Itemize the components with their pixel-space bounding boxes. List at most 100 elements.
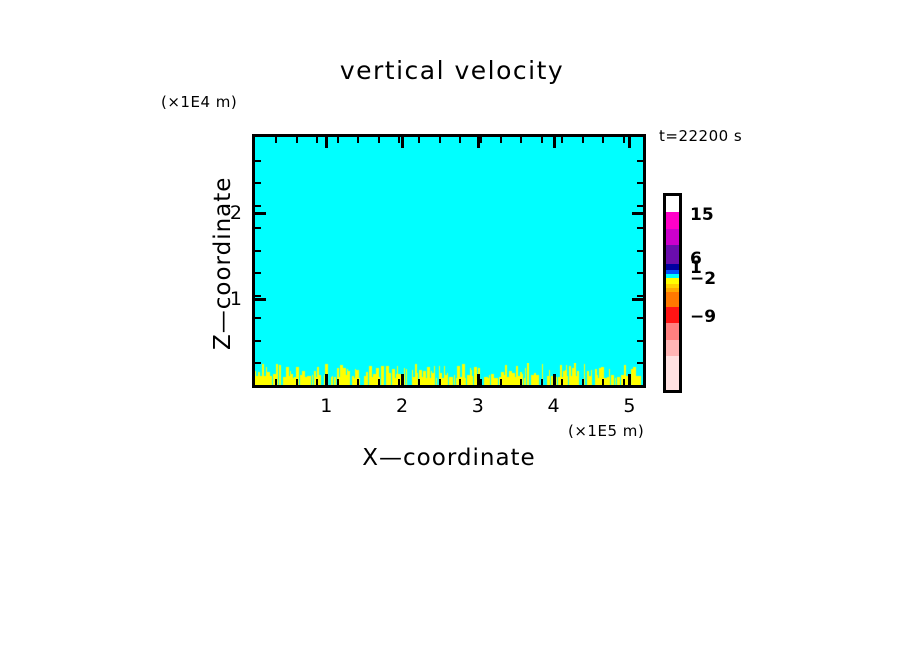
colorbar [663,193,682,393]
x-minor-tick [500,379,503,385]
y-major-tick [255,211,266,215]
x-minor-tick [581,379,584,385]
colorbar-band [666,306,679,324]
x-major-tick [628,374,632,385]
colorbar-band [666,292,679,307]
x-minor-tick [438,137,441,143]
colorbar-band [666,211,679,229]
x-minor-tick [520,379,523,385]
x-minor-tick [520,137,523,143]
y-minor-tick [637,317,643,320]
y-minor-tick [255,227,261,230]
y-minor-tick [255,272,261,275]
y-major-tick [632,297,643,301]
x-major-tick [401,137,405,148]
x-minor-tick [479,379,482,385]
x-minor-tick [540,379,543,385]
colorbar-band [666,356,679,390]
x-minor-tick [357,137,360,143]
x-major-tick [476,374,480,385]
y-major-tick [255,297,266,301]
x-minor-tick [336,379,339,385]
x-minor-tick [622,137,625,143]
colorbar-tick-label: −9 [690,307,717,328]
colorbar-band [666,283,679,288]
colorbar-band [666,263,679,270]
colorbar-band [666,323,679,340]
x-tick-label: 2 [395,395,409,417]
x-minor-tick [397,137,400,143]
x-tick-label: 5 [623,395,636,417]
x-minor-tick [602,379,605,385]
colorbar-band [666,269,679,274]
x-minor-tick [295,379,298,385]
y-tick-label: 1 [229,287,242,310]
x-major-tick [325,137,329,148]
x-minor-tick [561,137,564,143]
x-minor-tick [581,137,584,143]
x-minor-tick [479,137,482,143]
x-minor-tick [295,137,298,143]
x-major-tick [476,137,480,148]
y-minor-tick [637,272,643,275]
page-title: vertical velocity [339,56,565,85]
y-axis-unit-label: (×1E4 m) [161,93,238,111]
x-minor-tick [540,137,543,143]
y-minor-tick [637,249,643,252]
y-minor-tick [255,249,261,252]
x-minor-tick [377,137,380,143]
x-major-tick [552,137,556,148]
colorbar-band [666,278,679,284]
x-minor-tick [561,379,564,385]
y-minor-tick [637,227,643,230]
colorbar-band [666,273,679,279]
y-major-tick [632,211,643,215]
y-minor-tick [637,204,643,207]
x-tick-label: 3 [471,395,484,417]
colorbar-band [666,287,679,293]
y-minor-tick [255,159,261,162]
y-minor-tick [255,362,261,365]
colorbar-band [666,228,679,246]
plot-area [252,134,646,388]
y-minor-tick [255,339,261,342]
x-minor-tick [316,379,319,385]
colorbar-tick-label: 6 [690,249,702,270]
x-minor-tick [418,137,421,143]
x-minor-tick [459,379,462,385]
x-minor-tick [397,379,400,385]
x-major-tick [401,374,405,385]
colorbar-tick-label: −2 [690,268,717,289]
x-minor-tick [316,137,319,143]
x-minor-tick [602,137,605,143]
colorbar-band [666,339,679,357]
x-minor-tick [357,379,360,385]
y-minor-tick [255,204,261,207]
x-minor-tick [377,379,380,385]
y-minor-tick [637,339,643,342]
colorbar-tick-label: 1 [690,258,702,279]
y-minor-tick [255,294,261,297]
timestamp-annotation: t=22200 s [659,127,743,145]
x-minor-tick [275,137,278,143]
x-minor-tick [622,379,625,385]
bottom-noise-band [255,363,643,385]
x-tick-label: 4 [547,395,560,417]
x-minor-tick [275,379,278,385]
y-minor-tick [637,159,643,162]
x-major-tick [628,137,632,148]
x-tick-label: 1 [320,395,333,417]
y-minor-tick [637,182,643,185]
x-major-tick [552,374,556,385]
x-axis-unit-label: (×1E5 m) [568,422,645,440]
y-minor-tick [255,317,261,320]
x-minor-tick [500,137,503,143]
x-minor-tick [336,137,339,143]
x-minor-tick [459,137,462,143]
heatmap-field [255,137,643,385]
y-minor-tick [255,182,261,185]
x-minor-tick [438,379,441,385]
y-tick-label: 2 [229,201,242,224]
colorbar-tick-label: 15 [690,204,714,225]
x-minor-tick [418,379,421,385]
